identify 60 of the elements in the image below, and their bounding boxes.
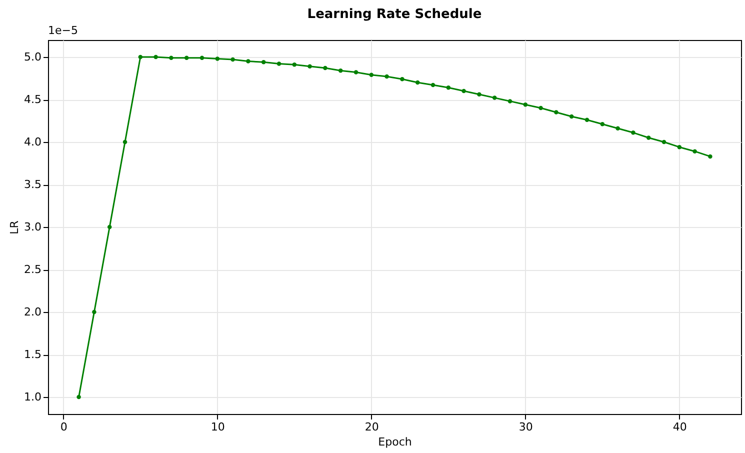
y-tick-label: 3.0	[24, 220, 42, 234]
point	[662, 140, 666, 144]
point	[446, 85, 451, 90]
point	[354, 70, 358, 74]
y-tick-label: 4.5	[24, 93, 42, 106]
point	[462, 88, 466, 94]
y-axis-title: LR	[8, 220, 22, 234]
point	[384, 74, 389, 79]
chart-title: Learning Rate Schedule	[307, 7, 482, 22]
point	[631, 130, 636, 135]
point	[292, 62, 297, 67]
point	[600, 122, 605, 126]
y-tick-label: 3.5	[24, 178, 42, 191]
point	[338, 68, 343, 73]
point	[276, 62, 282, 66]
point	[616, 126, 620, 131]
point	[169, 56, 174, 60]
point	[92, 310, 96, 314]
point	[477, 92, 482, 97]
point	[584, 118, 590, 122]
point	[677, 144, 682, 150]
point	[415, 80, 420, 85]
point	[138, 54, 143, 60]
point	[154, 54, 158, 60]
y-tick-label: 2.0	[24, 306, 42, 318]
y-tick-label: 4.0	[24, 136, 42, 148]
point	[369, 72, 374, 77]
point	[538, 106, 543, 110]
point	[430, 82, 436, 88]
point	[569, 114, 574, 119]
point	[200, 56, 204, 60]
point	[523, 102, 528, 107]
x-tick-label: 10	[210, 420, 225, 434]
point	[323, 66, 328, 70]
point	[308, 64, 312, 68]
point	[230, 57, 235, 62]
point	[76, 394, 81, 400]
text: 1e−5	[48, 24, 78, 37]
point	[122, 140, 128, 144]
y-tick-label: 5.0	[24, 50, 42, 64]
x-tick-label: 20	[364, 420, 379, 434]
x-axis-title: Epoch	[378, 436, 412, 448]
point	[107, 224, 112, 230]
y-tick-label: 2.5	[24, 263, 42, 276]
x-tick-label: 30	[518, 420, 533, 434]
point	[508, 99, 512, 104]
point	[554, 110, 558, 114]
point	[692, 149, 697, 154]
point	[492, 96, 497, 100]
x-tick-label: 40	[672, 420, 687, 434]
point	[646, 136, 651, 140]
point	[246, 59, 250, 64]
x-tick-label: 0	[60, 420, 68, 434]
y-tick-label: 1.5	[24, 348, 42, 361]
point	[400, 76, 404, 82]
point	[215, 56, 220, 61]
point	[708, 154, 712, 159]
point	[184, 56, 189, 60]
point	[261, 60, 266, 64]
y-tick-label: 1.0	[24, 390, 42, 404]
